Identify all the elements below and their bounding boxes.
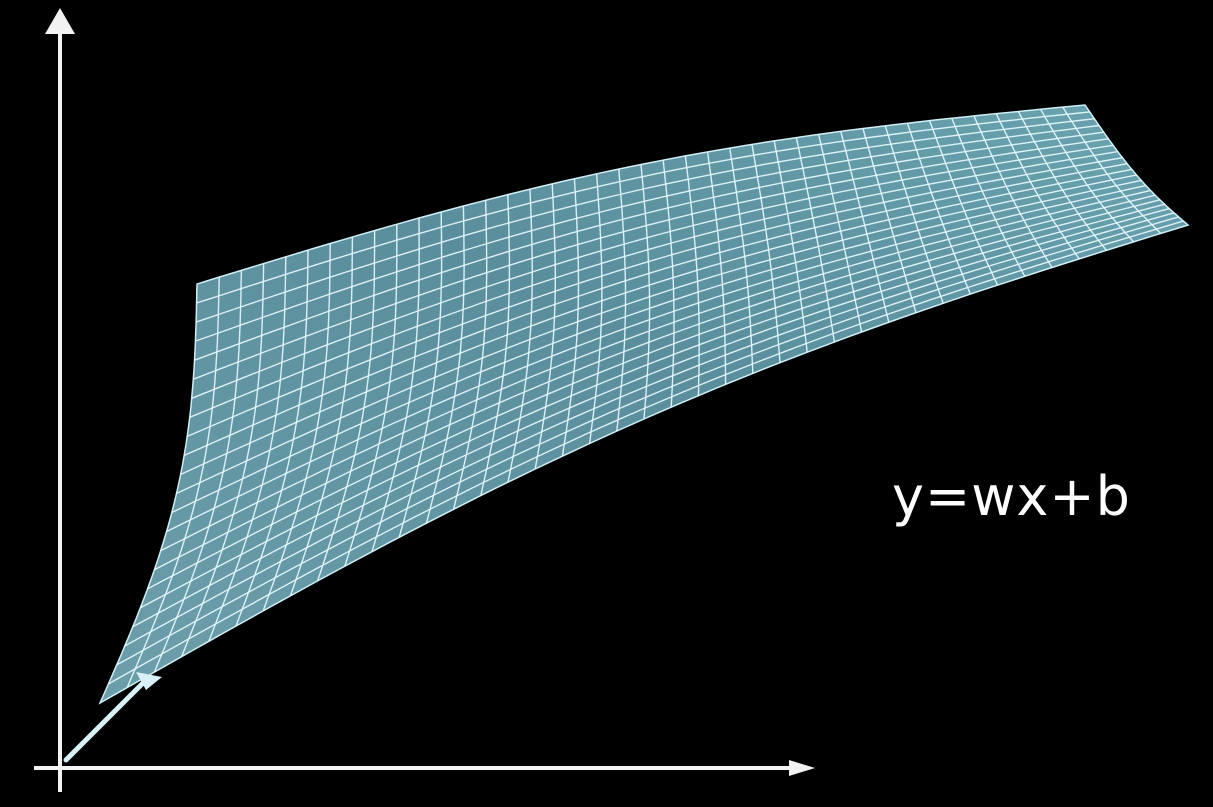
plane-grid-line-v (132, 207, 1170, 628)
plane-grid-line-v (183, 163, 1128, 457)
plane-grid-line-v (191, 144, 1114, 399)
plane-grid-line-v (116, 216, 1179, 666)
equation-label: y=wx+b (892, 465, 1131, 528)
plane-grid-line-v (195, 124, 1100, 342)
plane-grid-line-v (166, 184, 1147, 533)
plane-grid-line-v (124, 212, 1175, 647)
x-axis-arrowhead (789, 760, 815, 776)
plane-grid-line-v (176, 174, 1137, 495)
plane-grid-line-v (194, 131, 1104, 361)
input-vector-arrowhead (136, 672, 162, 690)
plane-grid-line-v (171, 179, 1142, 514)
plane-grid-line-v (160, 189, 1151, 552)
plane-grid-line-v (193, 138, 1109, 380)
plane-grid-line-v (147, 199, 1161, 590)
plane-surface-fill (98, 104, 1190, 705)
plane-grid (108, 106, 1184, 688)
y-axis-arrowhead (45, 8, 75, 34)
axes (34, 8, 815, 792)
input-vector-shaft (63, 677, 149, 763)
plane-grid-line-v (108, 220, 1184, 685)
plane-grid-line-v (186, 157, 1123, 438)
plane-surface (98, 104, 1190, 705)
plane-grid-line-v (140, 203, 1165, 609)
plane-grid-line-v (180, 168, 1132, 476)
input-vector (63, 672, 162, 763)
plane-grid-line-v (189, 150, 1118, 418)
plane-grid-line-v (195, 118, 1095, 323)
plane-grid-line-v (196, 111, 1090, 304)
plane-grid-line-v (154, 194, 1156, 571)
